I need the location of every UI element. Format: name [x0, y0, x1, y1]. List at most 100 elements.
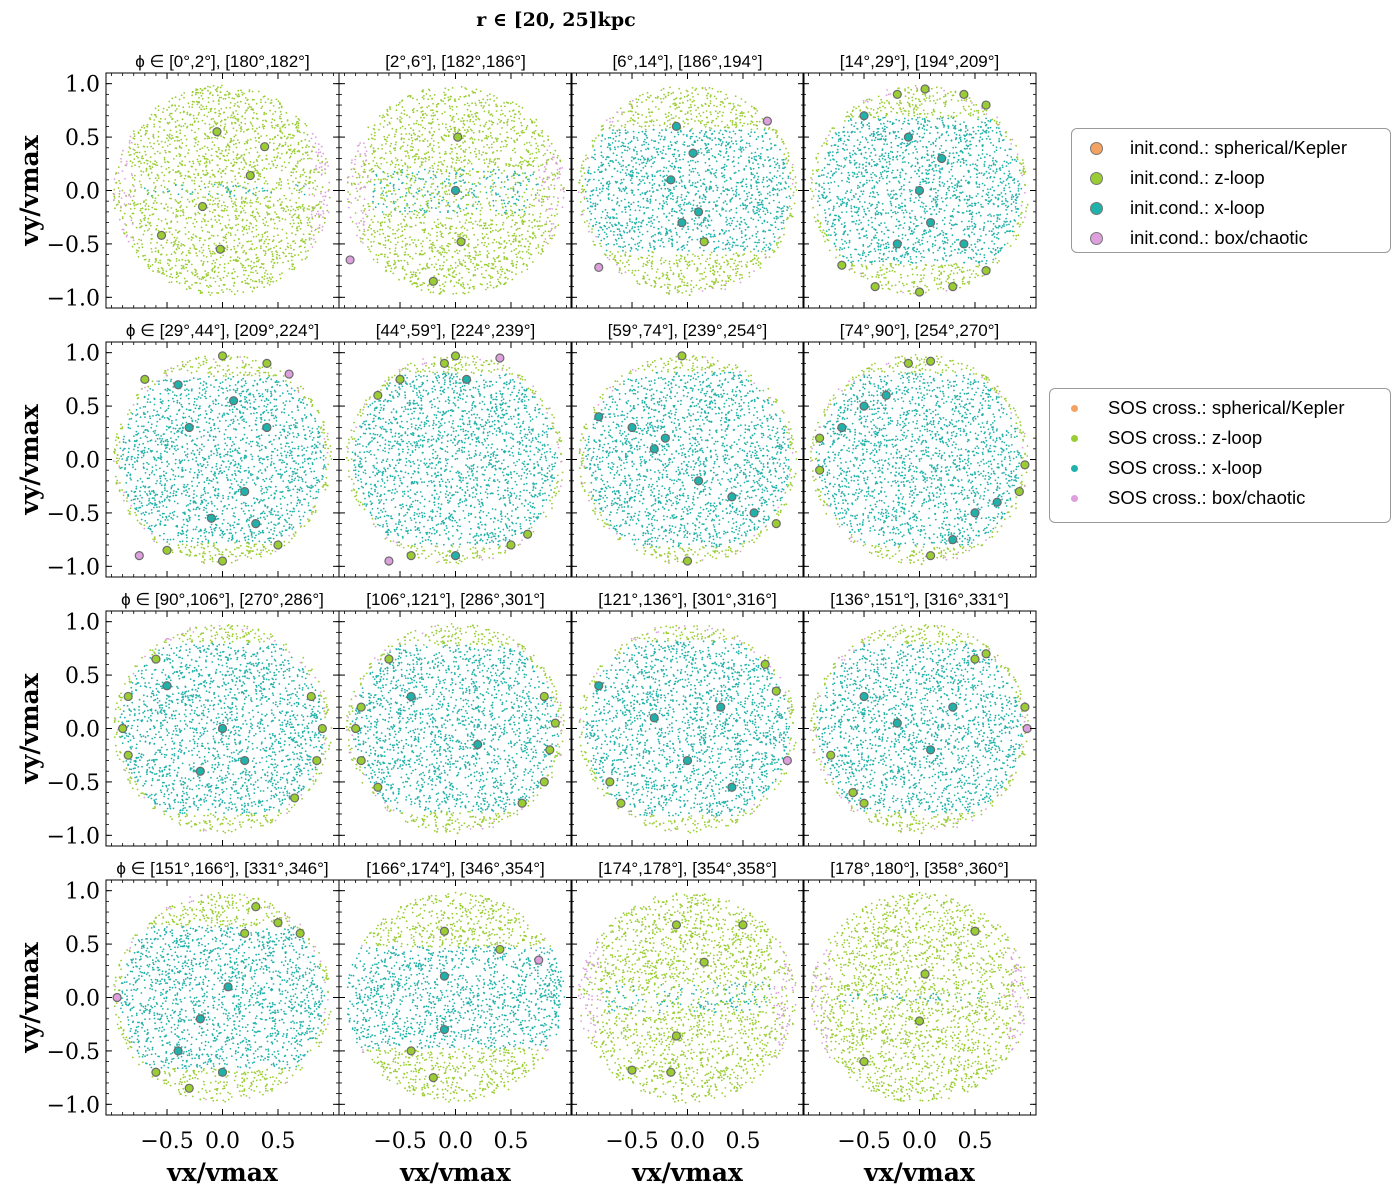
- sos-point: [287, 133, 290, 136]
- sos-point: [240, 246, 243, 249]
- sos-point: [424, 194, 426, 197]
- sos-point: [473, 138, 476, 141]
- sos-point: [415, 210, 418, 213]
- sos-point: [726, 203, 728, 206]
- sos-point: [400, 117, 403, 120]
- sos-point: [430, 127, 433, 129]
- sos-point: [359, 188, 361, 191]
- sos-point: [140, 239, 143, 242]
- sos-point: [495, 110, 498, 112]
- sos-point: [765, 176, 768, 179]
- sos-point: [657, 239, 660, 242]
- sos-point: [663, 284, 666, 286]
- sos-point: [143, 162, 146, 164]
- sos-point: [483, 159, 485, 161]
- sos-point: [352, 167, 355, 170]
- sos-point: [539, 212, 542, 215]
- sos-point: [471, 102, 473, 105]
- sos-point: [718, 213, 721, 216]
- sos-point: [439, 156, 442, 159]
- sos-point: [490, 143, 493, 146]
- sos-point: [350, 161, 353, 164]
- sos-point: [199, 87, 202, 90]
- sos-point: [207, 291, 210, 294]
- sos-point: [279, 204, 282, 207]
- sos-point: [144, 205, 147, 207]
- sos-point: [531, 204, 533, 207]
- sos-point: [186, 222, 189, 224]
- sos-point: [310, 150, 313, 153]
- sos-point: [281, 132, 284, 135]
- sos-point: [480, 266, 483, 269]
- sos-point: [292, 180, 294, 183]
- sos-point: [491, 262, 493, 265]
- sos-point: [193, 145, 196, 148]
- sos-point: [459, 180, 462, 183]
- sos-point: [211, 224, 214, 227]
- sos-point: [539, 134, 541, 137]
- sos-point: [363, 198, 366, 201]
- sos-point: [717, 246, 720, 248]
- sos-point: [628, 218, 631, 221]
- sos-point: [562, 196, 565, 199]
- sos-point: [373, 156, 376, 159]
- sos-point: [535, 151, 538, 154]
- sos-point: [722, 248, 724, 251]
- sos-point: [637, 172, 640, 175]
- sos-point: [397, 178, 400, 181]
- sos-point: [360, 210, 363, 212]
- sos-point: [507, 196, 509, 199]
- sos-point: [422, 113, 424, 116]
- sos-point: [294, 242, 297, 245]
- sos-point: [746, 198, 748, 201]
- sos-point: [410, 192, 413, 195]
- sos-point: [737, 156, 740, 159]
- sos-point: [217, 266, 220, 269]
- sos-point: [500, 181, 503, 184]
- sos-point: [222, 170, 224, 173]
- sos-point: [300, 239, 302, 242]
- sos-point: [287, 209, 290, 211]
- sos-point: [464, 135, 466, 138]
- sos-point: [488, 162, 491, 165]
- sos-point: [533, 205, 535, 207]
- sos-point: [651, 184, 654, 187]
- sos-point: [240, 198, 243, 200]
- sos-point: [241, 91, 243, 94]
- sos-point: [186, 111, 189, 114]
- sos-point: [637, 98, 640, 101]
- sos-point: [141, 243, 144, 246]
- sos-point: [236, 95, 239, 97]
- sos-point: [194, 138, 197, 141]
- sos-point: [227, 214, 229, 217]
- sos-point: [367, 203, 370, 205]
- sos-point: [436, 268, 438, 271]
- sos-point: [239, 130, 242, 133]
- sos-point: [416, 98, 418, 101]
- sos-point: [414, 177, 417, 179]
- sos-point: [641, 233, 644, 236]
- sos-point: [534, 137, 537, 140]
- sos-point: [422, 90, 424, 93]
- sos-point: [452, 115, 455, 118]
- sos-point: [220, 96, 223, 99]
- sos-point: [157, 267, 160, 270]
- sos-point: [429, 234, 432, 236]
- sos-point: [483, 263, 486, 266]
- sos-point: [202, 260, 205, 263]
- sos-point: [511, 260, 513, 262]
- sos-point: [251, 280, 254, 282]
- sos-point: [449, 231, 451, 234]
- sos-point: [238, 95, 241, 98]
- sos-point: [490, 160, 493, 163]
- sos-point: [196, 144, 199, 146]
- sos-point: [225, 233, 228, 236]
- sos-point: [380, 187, 383, 190]
- sos-point: [426, 190, 429, 193]
- sos-point: [523, 143, 526, 146]
- sos-point: [322, 212, 325, 215]
- sos-point: [248, 228, 251, 230]
- sos-point: [250, 260, 253, 263]
- sos-point: [265, 154, 268, 157]
- sos-point: [263, 275, 266, 277]
